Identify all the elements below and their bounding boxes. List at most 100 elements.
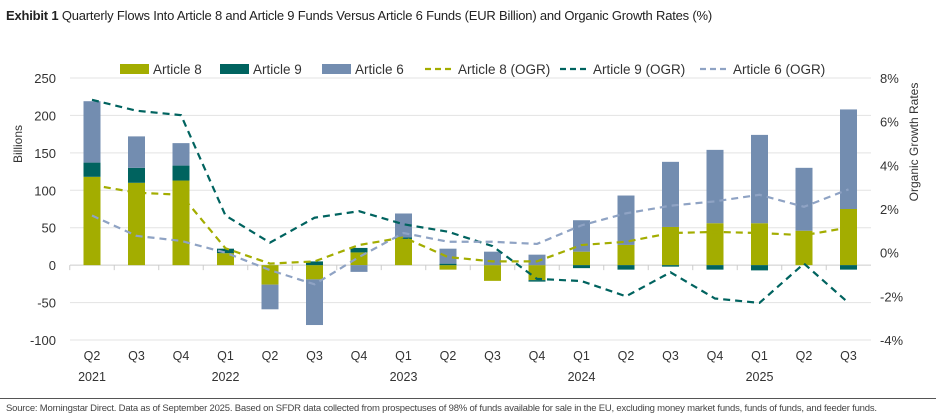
bar-article-9 bbox=[128, 167, 145, 183]
x-year-label: 2023 bbox=[390, 370, 418, 384]
bar-article-8 bbox=[528, 265, 546, 281]
bar-article-8 bbox=[217, 253, 234, 266]
bar-article-9 bbox=[395, 237, 412, 239]
y2-tick-label: 6% bbox=[880, 115, 899, 130]
legend-label: Article 8 bbox=[153, 62, 202, 77]
bar-article-8 bbox=[172, 180, 190, 266]
y-axis-label: Billions bbox=[11, 125, 25, 163]
title-text: Quarterly Flows Into Article 8 and Artic… bbox=[61, 8, 712, 23]
legend-label: Article 9 bbox=[253, 62, 302, 77]
y2-tick-label: 8% bbox=[880, 71, 899, 86]
bar-article-8 bbox=[83, 176, 101, 266]
x-tick-label: Q1 bbox=[217, 349, 234, 363]
divider bbox=[0, 398, 936, 399]
bar-article-8 bbox=[840, 209, 857, 266]
y2-tick-label: 4% bbox=[880, 158, 899, 173]
bar-article-6 bbox=[83, 101, 101, 163]
bar-article-8 bbox=[662, 226, 679, 266]
line-article-9-ogr- bbox=[91, 98, 850, 305]
x-tick-label: Q2 bbox=[84, 349, 101, 363]
legend-label: Article 6 bbox=[355, 62, 404, 77]
y-tick-label: 150 bbox=[34, 146, 56, 161]
legend-swatch bbox=[120, 64, 149, 74]
y-tick-label: -100 bbox=[30, 333, 56, 348]
bar-article-8 bbox=[306, 265, 323, 280]
bar-article-9 bbox=[306, 261, 323, 266]
x-year-label: 2021 bbox=[78, 370, 106, 384]
x-tick-label: Q2 bbox=[440, 349, 457, 363]
y2-tick-label: -2% bbox=[880, 289, 904, 304]
x-tick-label: Q2 bbox=[796, 349, 813, 363]
bar-article-9 bbox=[706, 265, 724, 270]
y2-axis-label: Organic Growth Rates bbox=[907, 83, 921, 202]
bar-article-9 bbox=[350, 247, 368, 253]
bar-article-6 bbox=[840, 109, 857, 209]
legend-swatch bbox=[220, 64, 249, 74]
x-tick-label: Q4 bbox=[173, 349, 190, 363]
bar-article-6 bbox=[528, 254, 546, 266]
x-year-label: 2025 bbox=[746, 370, 774, 384]
bar-article-6 bbox=[751, 134, 768, 224]
bar-article-8 bbox=[706, 223, 724, 266]
bar-article-9 bbox=[617, 265, 635, 270]
bar-article-9 bbox=[662, 265, 679, 267]
x-tick-label: Q3 bbox=[306, 349, 323, 363]
y-tick-label: 250 bbox=[34, 71, 56, 86]
bar-article-8 bbox=[439, 265, 457, 270]
x-tick-label: Q4 bbox=[351, 349, 368, 363]
bar-article-8 bbox=[261, 265, 279, 285]
bar-article-6 bbox=[484, 251, 501, 266]
bar-article-9 bbox=[573, 265, 590, 269]
chart: -100 -50 0 50 100 150 200 250 -4% -2% 0% 2% 4% 6% 8% Bi… bbox=[11, 62, 921, 384]
legend-swatch bbox=[322, 64, 351, 74]
x-tick-label: Q3 bbox=[484, 349, 501, 363]
bar-article-8 bbox=[751, 223, 768, 266]
bar-article-6 bbox=[617, 195, 635, 245]
bar-article-6 bbox=[706, 149, 724, 224]
bar-article-6 bbox=[172, 143, 190, 166]
bar-article-6 bbox=[439, 248, 457, 264]
legend-label: Article 9 (OGR) bbox=[593, 62, 685, 77]
bar-article-9 bbox=[172, 165, 190, 181]
bar-article-8 bbox=[484, 265, 501, 281]
bar-article-6 bbox=[350, 265, 368, 272]
bar-article-6 bbox=[261, 284, 279, 310]
y-tick-label: 100 bbox=[34, 183, 56, 198]
x-tick-label: Q2 bbox=[262, 349, 279, 363]
bar-article-8 bbox=[573, 251, 590, 266]
bar-article-9 bbox=[528, 280, 546, 282]
x-tick-label: Q2 bbox=[618, 349, 635, 363]
bar-article-9 bbox=[840, 265, 857, 270]
y-tick-label: 50 bbox=[42, 221, 56, 236]
x-tick-label: Q4 bbox=[529, 349, 546, 363]
line-article-6-ogr- bbox=[91, 188, 849, 286]
bar-article-9 bbox=[751, 265, 768, 271]
chart-title: Exhibit 1 Quarterly Flows Into Article 8… bbox=[6, 8, 712, 23]
y-tick-label: 0 bbox=[49, 258, 56, 273]
x-year-label: 2022 bbox=[212, 370, 240, 384]
bar-article-6 bbox=[795, 167, 813, 231]
y2-tick-label: -4% bbox=[880, 333, 904, 348]
legend-label: Article 6 (OGR) bbox=[733, 62, 825, 77]
x-tick-label: Q3 bbox=[840, 349, 857, 363]
bar-article-8 bbox=[795, 230, 813, 266]
legend-label: Article 8 (OGR) bbox=[458, 62, 550, 77]
bar-article-6 bbox=[128, 136, 145, 168]
y-tick-label: 200 bbox=[34, 108, 56, 123]
y2-tick-label: 2% bbox=[880, 202, 899, 217]
bar-article-8 bbox=[617, 244, 635, 266]
bar-article-9 bbox=[217, 248, 234, 254]
source-note: Source: Morningstar Direct. Data as of S… bbox=[6, 403, 877, 414]
bar-article-6 bbox=[306, 279, 323, 326]
x-tick-label: Q1 bbox=[751, 349, 768, 363]
bar-article-6 bbox=[662, 161, 679, 227]
x-tick-label: Q1 bbox=[573, 349, 590, 363]
line-article-8-ogr- bbox=[91, 183, 849, 265]
exhibit-label: Exhibit 1 bbox=[6, 8, 59, 23]
y2-tick-label: 0% bbox=[880, 246, 899, 261]
x-year-label: 2024 bbox=[568, 370, 596, 384]
x-tick-label: Q3 bbox=[128, 349, 145, 363]
bar-article-6 bbox=[395, 213, 412, 238]
bar-article-8 bbox=[128, 182, 145, 266]
bar-article-9 bbox=[83, 162, 101, 177]
